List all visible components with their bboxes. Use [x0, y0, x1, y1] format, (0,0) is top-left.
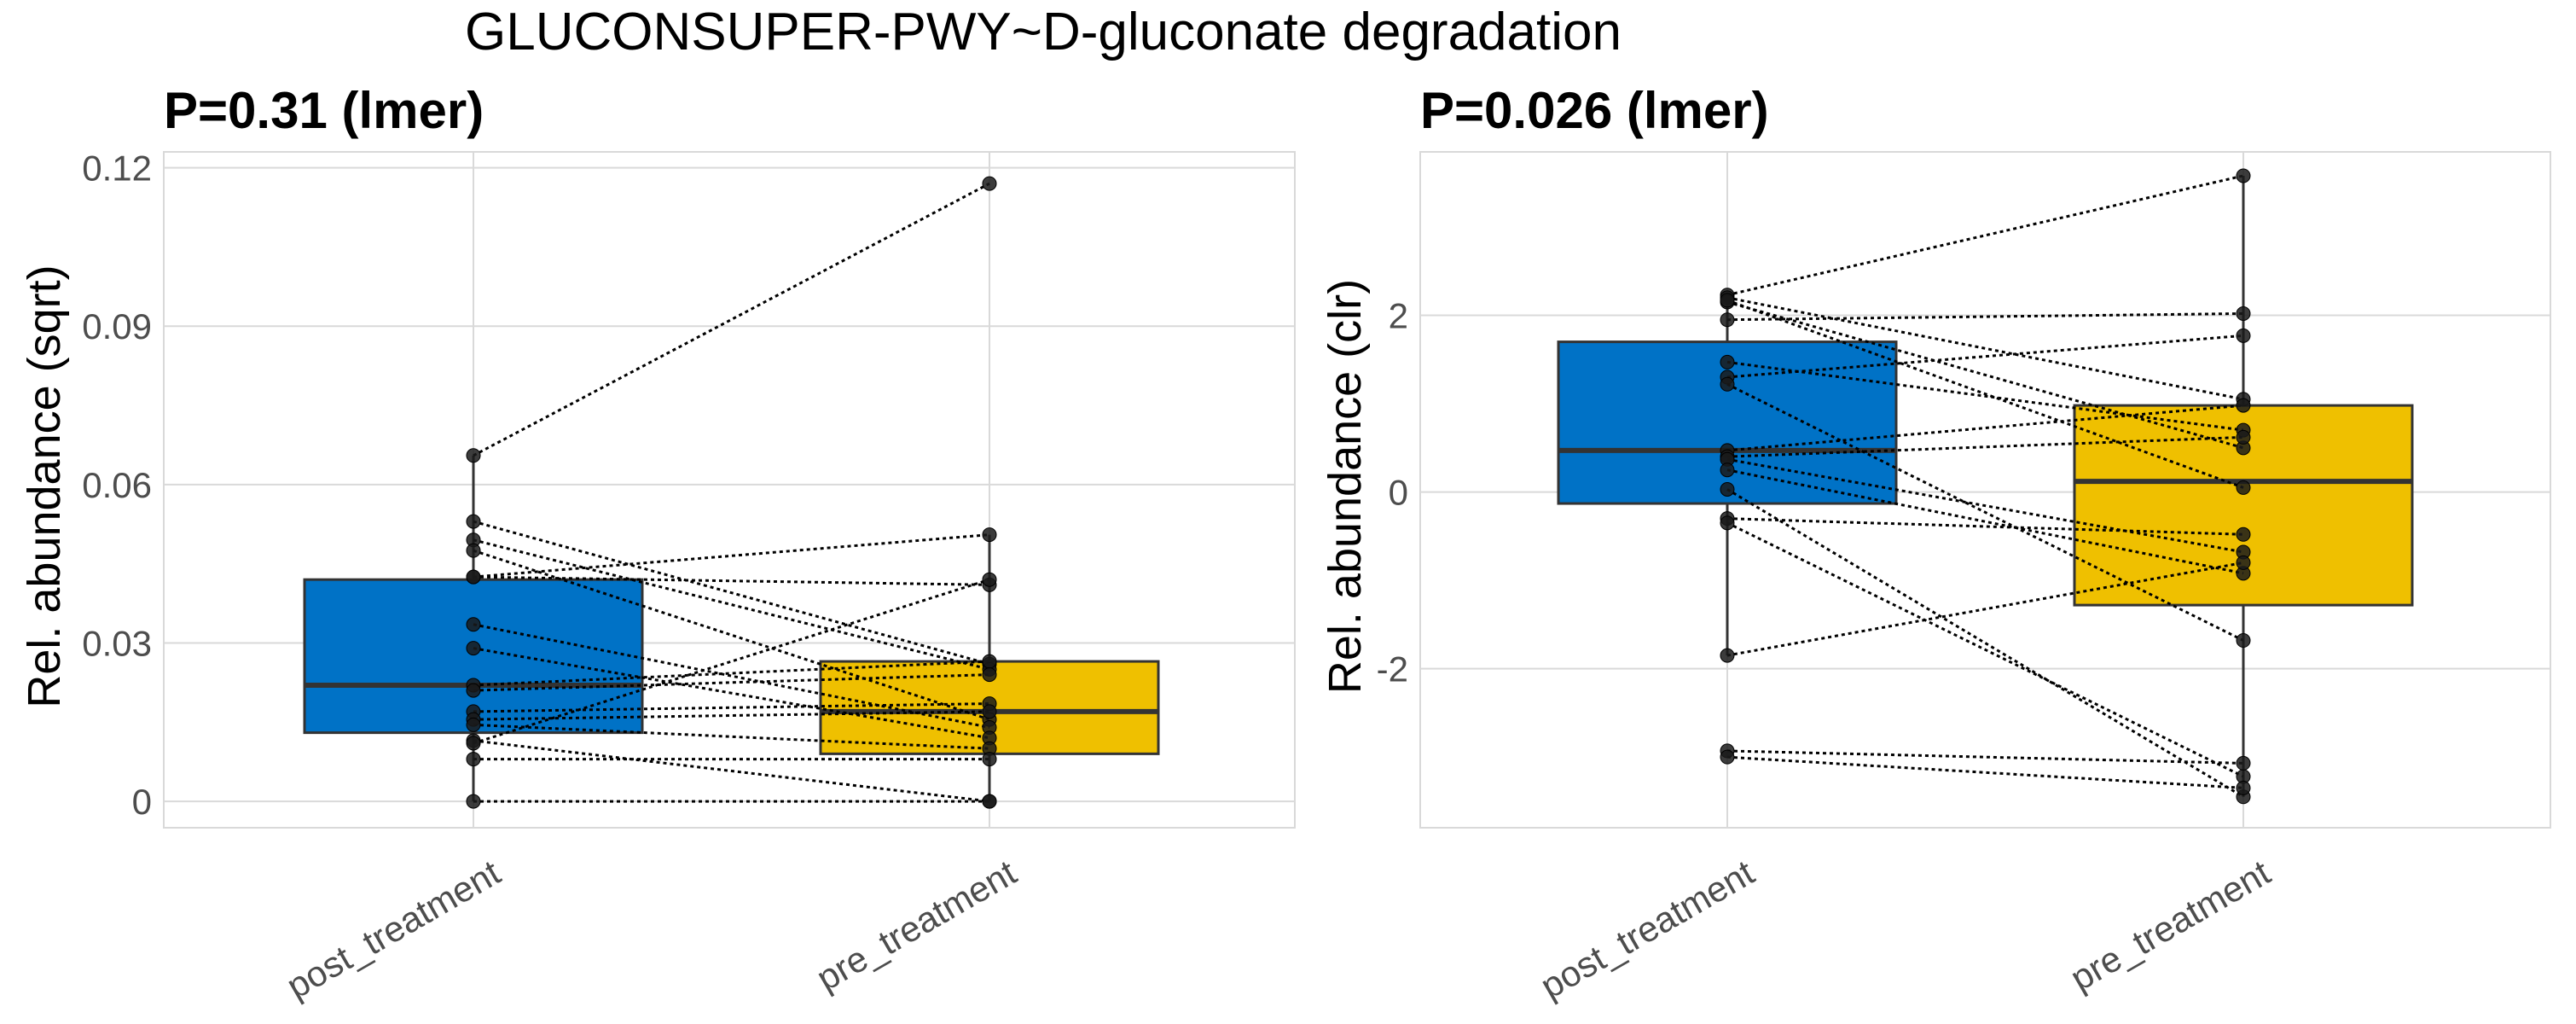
- panel-frame: [163, 151, 1296, 829]
- pair-line: [473, 702, 990, 713]
- right-panel: P=0.026 (lmer) Rel. abundance (clr) -2 0 2…: [1320, 82, 2551, 1006]
- y-tick-label: 0.06: [82, 465, 152, 505]
- point-pre: [982, 572, 997, 587]
- pair-line: [1726, 311, 2244, 322]
- pair-line: [473, 182, 990, 457]
- y-tick-label: 2: [1389, 296, 1408, 336]
- point-post: [466, 736, 481, 751]
- point-post: [1720, 515, 1735, 531]
- left-panel-title: P=0.31 (lmer): [164, 82, 484, 139]
- point-pre: [2236, 755, 2251, 771]
- pair-line: [1726, 296, 2244, 401]
- x-tick-label: post_treatment: [280, 852, 507, 1006]
- y-tick-label: 0: [1389, 473, 1408, 513]
- pair-line: [473, 578, 990, 745]
- point-post: [1720, 312, 1735, 328]
- point-pre: [2236, 398, 2251, 413]
- point-pre: [982, 667, 997, 683]
- y-tick-label: 0.09: [82, 306, 152, 346]
- point-pre: [2236, 429, 2251, 445]
- pair-line: [473, 549, 990, 721]
- point-post: [1720, 749, 1735, 765]
- pair-line: [1726, 517, 2244, 536]
- pair-line: [473, 673, 990, 692]
- right-panel-title: P=0.026 (lmer): [1420, 82, 1769, 139]
- left-panel: P=0.31 (lmer) Rel. abundance (sqrt) 0 0.0…: [19, 82, 1296, 1006]
- x-tick-label: pre_treatment: [809, 852, 1023, 998]
- pair-line: [1726, 488, 2244, 799]
- point-pre: [2236, 633, 2251, 649]
- figure-title: GLUCONSUPER-PWY~D-gluconate degradation: [465, 3, 1622, 61]
- pair-line: [1726, 749, 2244, 765]
- y-tick-label: 0.03: [82, 623, 152, 663]
- pair-line: [1726, 404, 2244, 452]
- pair-line: [473, 575, 990, 586]
- y-tick-label: 0.12: [82, 148, 152, 189]
- x-tick-label: pre_treatment: [2063, 852, 2277, 998]
- y-tick-label: -2: [1377, 649, 1408, 689]
- pair-line: [1726, 334, 2244, 379]
- pair-line: [473, 739, 990, 803]
- point-pre: [2236, 555, 2251, 570]
- pair-line: [1726, 299, 2244, 489]
- pair-line: [1726, 300, 2244, 450]
- pair-line: [473, 723, 990, 750]
- pair-line: [1726, 174, 2244, 297]
- point-pre: [2236, 328, 2251, 343]
- point-pre: [982, 752, 997, 767]
- point-post: [1720, 481, 1735, 497]
- point-post: [466, 717, 481, 732]
- point-pre: [982, 527, 997, 543]
- pair-line: [473, 623, 990, 729]
- left-y-axis-label: Rel. abundance (sqrt): [19, 265, 70, 707]
- pair-line: [1726, 468, 2244, 575]
- pair-line: [1726, 382, 2244, 642]
- point-pre: [2236, 527, 2251, 542]
- pair-line: [1726, 561, 2244, 657]
- point-pre: [2236, 780, 2251, 795]
- panel-frame: [1419, 151, 2551, 829]
- point-post: [466, 569, 481, 585]
- point-pre: [2236, 480, 2251, 495]
- point-pre: [982, 654, 997, 669]
- pair-line: [473, 520, 990, 666]
- point-post: [466, 514, 481, 529]
- point-post: [1720, 463, 1735, 478]
- point-pre: [982, 704, 997, 719]
- point-pre: [982, 176, 997, 191]
- point-post: [466, 794, 481, 809]
- point-pre: [2236, 168, 2251, 183]
- point-pre: [982, 794, 997, 809]
- pair-line: [1726, 457, 2244, 554]
- point-post: [1720, 293, 1735, 308]
- x-tick-label: post_treatment: [1534, 852, 1761, 1006]
- right-y-axis-label: Rel. abundance (clr): [1320, 279, 1371, 694]
- point-post: [1720, 648, 1735, 663]
- point-post: [466, 617, 481, 632]
- point-pre: [2236, 305, 2251, 321]
- point-post: [466, 752, 481, 767]
- pair-line: [473, 647, 990, 740]
- pair-line: [473, 533, 990, 579]
- pair-line: [473, 710, 990, 721]
- point-post: [466, 641, 481, 656]
- pair-line: [1726, 521, 2244, 778]
- pair-line: [473, 660, 990, 687]
- pair-line: [1726, 435, 2244, 458]
- pair-line: [1726, 360, 2244, 432]
- point-post: [1720, 354, 1735, 369]
- point-post: [466, 543, 481, 558]
- point-post: [466, 683, 481, 698]
- point-post: [1720, 376, 1735, 392]
- pair-line: [1726, 755, 2244, 789]
- point-post: [466, 448, 481, 463]
- y-tick-label: 0: [132, 782, 152, 822]
